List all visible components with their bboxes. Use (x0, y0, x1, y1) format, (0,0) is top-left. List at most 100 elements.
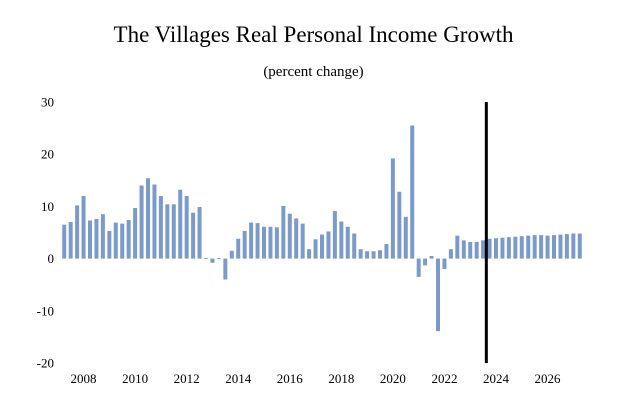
x-tick-label: 2026 (535, 371, 562, 386)
bar-2009Q4 (126, 219, 131, 259)
bar-2022Q1 (442, 258, 447, 270)
bar-2015Q1 (262, 226, 266, 259)
bars (62, 125, 582, 332)
bar-2009Q2 (113, 222, 118, 259)
x-tick-label: 2022 (431, 371, 457, 386)
bar-2026Q3 (558, 234, 563, 259)
bar-2025Q1 (519, 236, 524, 259)
bar-2025Q2 (526, 235, 531, 259)
bar-2008Q3 (94, 218, 99, 259)
bar-2018Q2 (345, 226, 350, 259)
bar-2017Q1 (313, 239, 318, 259)
bar-2010Q3 (146, 178, 150, 259)
bar-2026Q2 (552, 235, 556, 259)
bar-2026Q4 (564, 234, 569, 259)
bar-2012Q4 (204, 258, 208, 259)
y-tick-label: -20 (37, 356, 54, 371)
bar-2010Q1 (133, 207, 138, 259)
bar-2010Q4 (152, 184, 157, 259)
bar-2008Q4 (100, 214, 105, 259)
y-tick-label: 0 (48, 251, 55, 266)
bar-2007Q4 (75, 205, 80, 259)
bar-2012Q3 (197, 206, 202, 259)
bar-2023Q3 (481, 240, 486, 259)
bar-2010Q2 (139, 185, 144, 259)
bar-2019Q1 (365, 251, 370, 259)
bar-2016Q4 (307, 249, 312, 259)
bar-2017Q4 (332, 211, 337, 259)
bar-2024Q1 (494, 238, 498, 259)
bar-2008Q1 (81, 195, 86, 259)
bar-2023Q2 (474, 241, 479, 259)
bar-2014Q2 (242, 230, 247, 259)
y-tick-label: 20 (41, 147, 54, 162)
bar-2018Q3 (352, 233, 357, 259)
bar-2011Q1 (158, 195, 163, 259)
x-tick-label: 2012 (174, 371, 200, 386)
y-tick-label: 10 (41, 199, 54, 214)
bar-2018Q1 (339, 221, 344, 259)
bar-2012Q2 (191, 212, 196, 259)
bar-2019Q4 (384, 243, 389, 259)
bar-2020Q3 (403, 216, 408, 259)
bar-2020Q1 (390, 158, 395, 259)
bar-2027Q1 (571, 233, 576, 259)
chart-subtitle: (percent change) (263, 64, 364, 80)
bar-2019Q3 (378, 250, 382, 259)
bar-2012Q1 (184, 195, 189, 259)
bar-2022Q3 (455, 235, 460, 259)
bar-2011Q4 (178, 189, 183, 259)
bar-2009Q3 (120, 223, 125, 259)
bar-2021Q2 (423, 258, 428, 266)
x-tick-label: 2018 (328, 371, 354, 386)
bar-2007Q2 (62, 224, 67, 259)
chart-title: The Villages Real Personal Income Growth (113, 22, 514, 47)
bar-2026Q1 (545, 235, 550, 259)
bar-2014Q3 (249, 222, 254, 259)
x-tick-label: 2014 (225, 371, 252, 386)
bar-2022Q4 (461, 240, 466, 259)
bar-2017Q2 (320, 234, 324, 259)
x-tick-label: 2020 (380, 371, 406, 386)
bar-2021Q3 (429, 255, 434, 259)
bar-2013Q2 (216, 258, 221, 259)
x-tick-label: 2024 (483, 371, 510, 386)
bar-2017Q3 (326, 231, 331, 259)
bar-2020Q4 (410, 125, 415, 259)
bar-2021Q1 (416, 258, 421, 277)
bar-2014Q4 (255, 223, 260, 259)
bar-2023Q4 (487, 238, 492, 259)
bar-2008Q2 (88, 220, 92, 259)
bar-2024Q2 (500, 237, 505, 259)
x-tick-label: 2010 (122, 371, 148, 386)
bar-2016Q2 (294, 218, 299, 259)
bar-2021Q4 (436, 258, 440, 332)
bar-2020Q2 (397, 191, 402, 259)
bar-2011Q3 (171, 204, 176, 259)
bar-2019Q2 (371, 251, 376, 259)
bar-2009Q1 (107, 230, 112, 259)
bar-2013Q3 (223, 258, 228, 280)
bar-2015Q3 (274, 227, 279, 259)
bar-2025Q3 (532, 235, 537, 259)
bar-2013Q4 (229, 250, 234, 259)
bar-2018Q4 (358, 249, 363, 259)
x-tick-label: 2016 (277, 371, 304, 386)
bar-2015Q4 (281, 205, 286, 259)
y-tick-label: -10 (37, 303, 54, 318)
bar-2011Q2 (165, 204, 170, 259)
bar-2007Q3 (68, 222, 73, 259)
bar-2023Q1 (468, 241, 473, 259)
x-tick-label: 2008 (71, 371, 97, 386)
x-axis: 2008 2010 2012 2014 2016 2018 2020 2022 2024 2026 (71, 371, 562, 386)
bar-2014Q1 (236, 238, 241, 259)
y-axis: 30 20 10 0 -10 -20 (37, 95, 54, 371)
bar-2016Q3 (300, 223, 305, 259)
bar-2024Q4 (513, 236, 518, 259)
bar-2027Q2 (577, 233, 582, 259)
bar-2025Q4 (539, 235, 544, 259)
y-tick-label: 30 (41, 95, 54, 110)
bar-2015Q2 (268, 226, 273, 259)
bar-2022Q2 (448, 249, 453, 259)
